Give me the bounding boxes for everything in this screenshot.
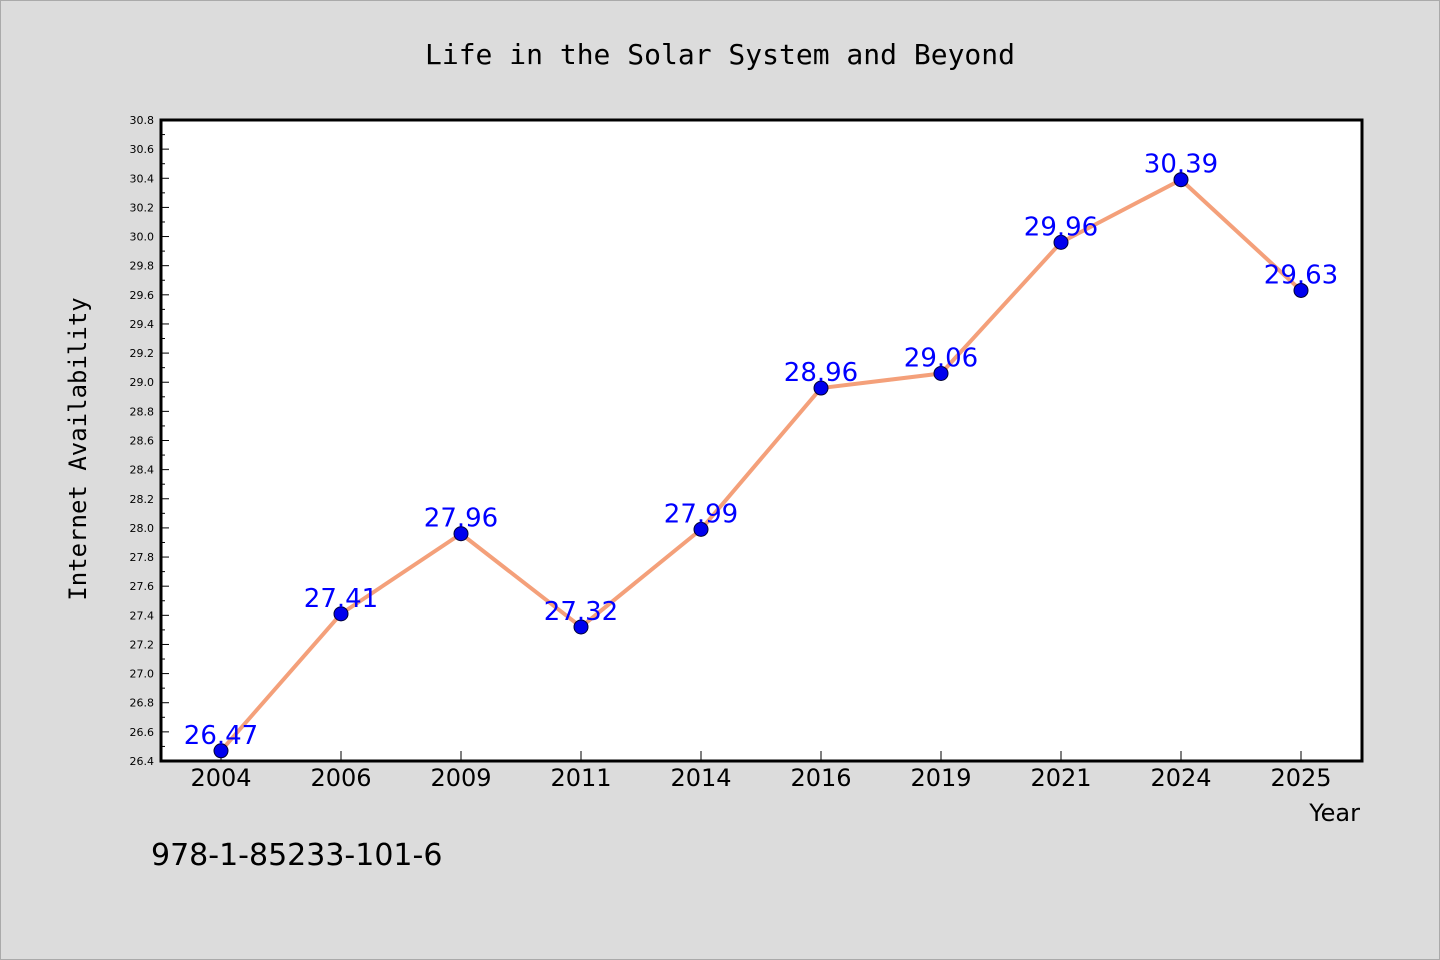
data-label: 27.41	[304, 584, 378, 614]
data-label: 27.96	[424, 504, 498, 534]
data-point	[1173, 172, 1189, 188]
x-tick-label: 2019	[910, 764, 971, 792]
y-tick-label: 30.6	[130, 143, 155, 156]
y-tick-label: 30.0	[130, 231, 155, 244]
y-tick-label: 30.8	[130, 114, 155, 127]
y-tick-label: 29.0	[130, 376, 155, 389]
series-line	[219, 177, 1303, 753]
data-point	[453, 526, 469, 542]
data-label: 29.06	[904, 343, 978, 373]
y-tick-label: 28.6	[130, 435, 155, 448]
data-point	[693, 521, 709, 537]
isbn-text: 978-1-85233-101-6	[151, 838, 442, 873]
data-point	[1053, 234, 1069, 250]
y-tick-label: 26.8	[130, 697, 155, 710]
data-label: 27.99	[664, 499, 738, 529]
y-tick-label: 28.4	[130, 464, 155, 477]
x-tick-label: 2011	[550, 764, 611, 792]
y-tick-label: 26.6	[130, 726, 155, 739]
x-axis-label: Year	[1308, 799, 1360, 827]
y-tick-label: 29.6	[130, 289, 155, 302]
plot-frame	[159, 118, 1364, 763]
x-tick-label: 2016	[790, 764, 851, 792]
data-point	[813, 380, 829, 396]
x-tick-label: 2009	[430, 764, 491, 792]
y-tick-label: 30.2	[130, 201, 155, 214]
data-point	[213, 743, 229, 759]
y-tick-label: 26.4	[130, 755, 155, 768]
data-point	[933, 365, 949, 381]
data-point	[333, 606, 349, 622]
y-tick-label: 27.6	[130, 580, 155, 593]
y-tick-label: 28.0	[130, 522, 155, 535]
y-tick-label: 30.4	[130, 172, 155, 185]
chart-title: Life in the Solar System and Beyond	[425, 38, 1015, 71]
y-tick-label: 27.8	[130, 551, 155, 564]
plot-area	[161, 120, 1362, 761]
x-tick-label: 2004	[190, 764, 251, 792]
y-tick-label: 29.8	[130, 260, 155, 273]
data-label: 29.96	[1024, 212, 1098, 242]
x-tick-label: 2014	[670, 764, 731, 792]
x-tick-label: 2006	[310, 764, 371, 792]
data-label: 30.39	[1144, 150, 1218, 180]
y-tick-label: 27.4	[130, 609, 155, 622]
data-point	[1293, 282, 1309, 298]
y-tick-label: 29.4	[130, 318, 155, 331]
data-label: 28.96	[784, 358, 858, 388]
y-tick-label: 28.8	[130, 405, 155, 418]
x-tick-label: 2025	[1270, 764, 1331, 792]
data-label: 26.47	[184, 721, 258, 751]
y-tick-label: 27.0	[130, 668, 155, 681]
x-tick-label: 2024	[1150, 764, 1211, 792]
y-tick-label: 27.2	[130, 638, 155, 651]
data-point	[573, 619, 589, 635]
data-label: 27.32	[544, 597, 618, 627]
y-tick-label: 28.2	[130, 493, 155, 506]
y-axis-label: Internet Availability	[64, 297, 92, 600]
data-label: 29.63	[1264, 260, 1338, 290]
y-tick-label: 29.2	[130, 347, 155, 360]
x-tick-label: 2021	[1030, 764, 1091, 792]
